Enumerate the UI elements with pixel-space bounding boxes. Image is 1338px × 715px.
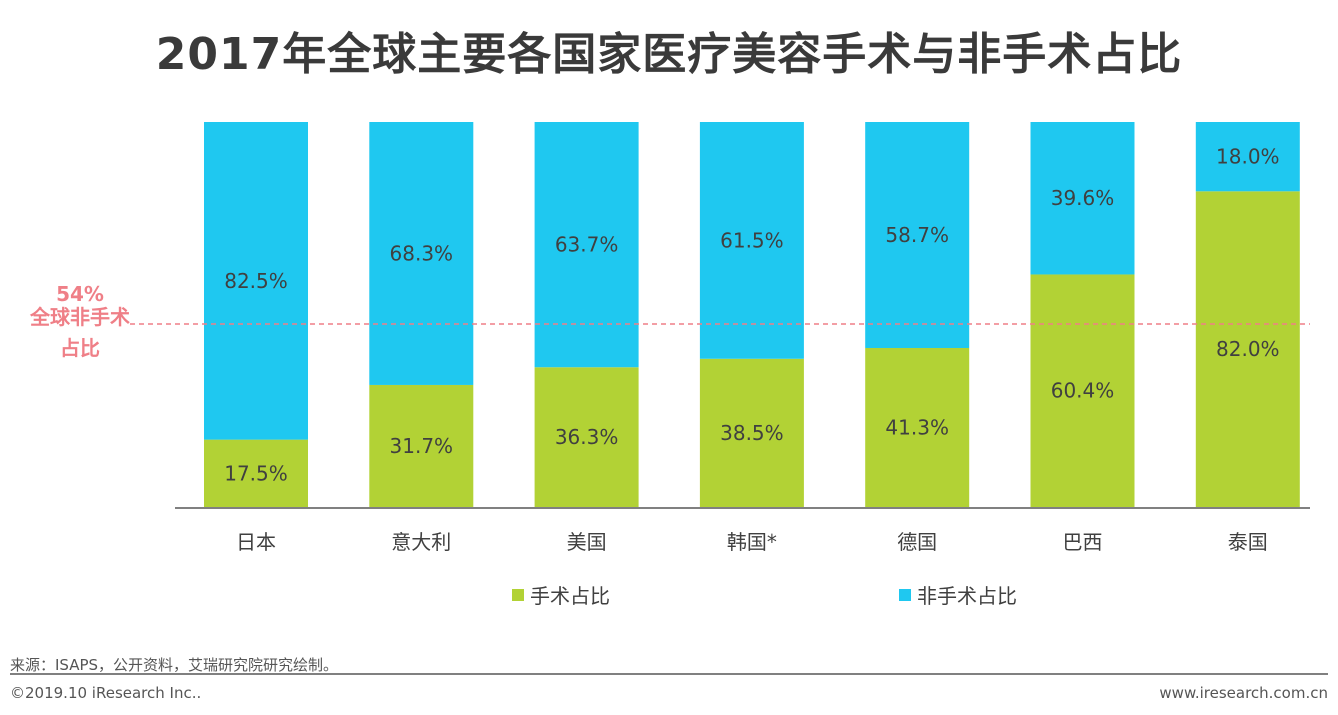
bar-segment <box>1030 274 1135 507</box>
bar-segment <box>1030 122 1135 275</box>
bar-segment <box>865 347 970 507</box>
x-tick-label: 德国 <box>897 530 937 554</box>
legend-swatch-blue <box>899 588 911 601</box>
x-tick-label: 泰国 <box>1228 530 1268 554</box>
bar-segment <box>1195 122 1300 192</box>
bar-segment <box>699 122 804 359</box>
data-label: 82.5% <box>224 269 288 293</box>
reference-label-line1: 全球非手术 <box>30 305 130 329</box>
footer-divider <box>10 673 1328 675</box>
bar-segment <box>204 439 308 507</box>
data-label: 38.5% <box>720 421 784 445</box>
legend-label: 非手术占比 <box>917 584 1017 608</box>
data-label: 36.3% <box>555 425 619 449</box>
data-label: 68.3% <box>390 241 454 265</box>
data-label: 39.6% <box>1051 186 1115 210</box>
data-label: 31.7% <box>390 434 454 458</box>
data-label: 58.7% <box>885 223 949 247</box>
reference-label-line2: 占比 <box>60 336 100 360</box>
data-label: 61.5% <box>720 228 784 252</box>
bar-segment <box>534 122 639 368</box>
x-tick-label: 巴西 <box>1063 530 1103 554</box>
legend-item-nonsurgical: 非手术占比 <box>899 580 1017 609</box>
bar-segment <box>699 358 804 507</box>
website-url: www.iresearch.com.cn <box>1159 684 1328 702</box>
x-tick-label: 美国 <box>567 530 607 554</box>
copyright: ©2019.10 iResearch Inc.. <box>10 684 202 702</box>
data-label: 41.3% <box>885 415 949 439</box>
x-tick-label: 日本 <box>236 530 276 554</box>
bar-segment <box>865 122 970 348</box>
legend-swatch-green <box>512 588 524 601</box>
data-label: 18.0% <box>1216 145 1280 169</box>
source-note: 来源：ISAPS，公开资料，艾瑞研究院研究绘制。 <box>10 656 339 674</box>
bar-segment <box>534 367 639 507</box>
chart-title: 2017年全球主要各国家医疗美容手术与非手术占比 <box>155 29 1183 80</box>
data-label: 60.4% <box>1051 379 1115 403</box>
data-label: 63.7% <box>555 233 619 257</box>
data-label: 82.0% <box>1216 337 1280 361</box>
bar-segment <box>204 122 308 440</box>
data-label: 17.5% <box>224 461 288 485</box>
bar-segment <box>369 122 474 385</box>
x-tick-label: 意大利 <box>391 530 451 554</box>
bar-segment <box>369 384 474 507</box>
bar-segment <box>1195 191 1300 508</box>
legend-label: 手术占比 <box>530 584 610 608</box>
x-tick-label: 韩国* <box>727 530 777 554</box>
reference-value-label: 54% <box>56 282 104 306</box>
legend-item-surgical: 手术占比 <box>512 580 610 609</box>
